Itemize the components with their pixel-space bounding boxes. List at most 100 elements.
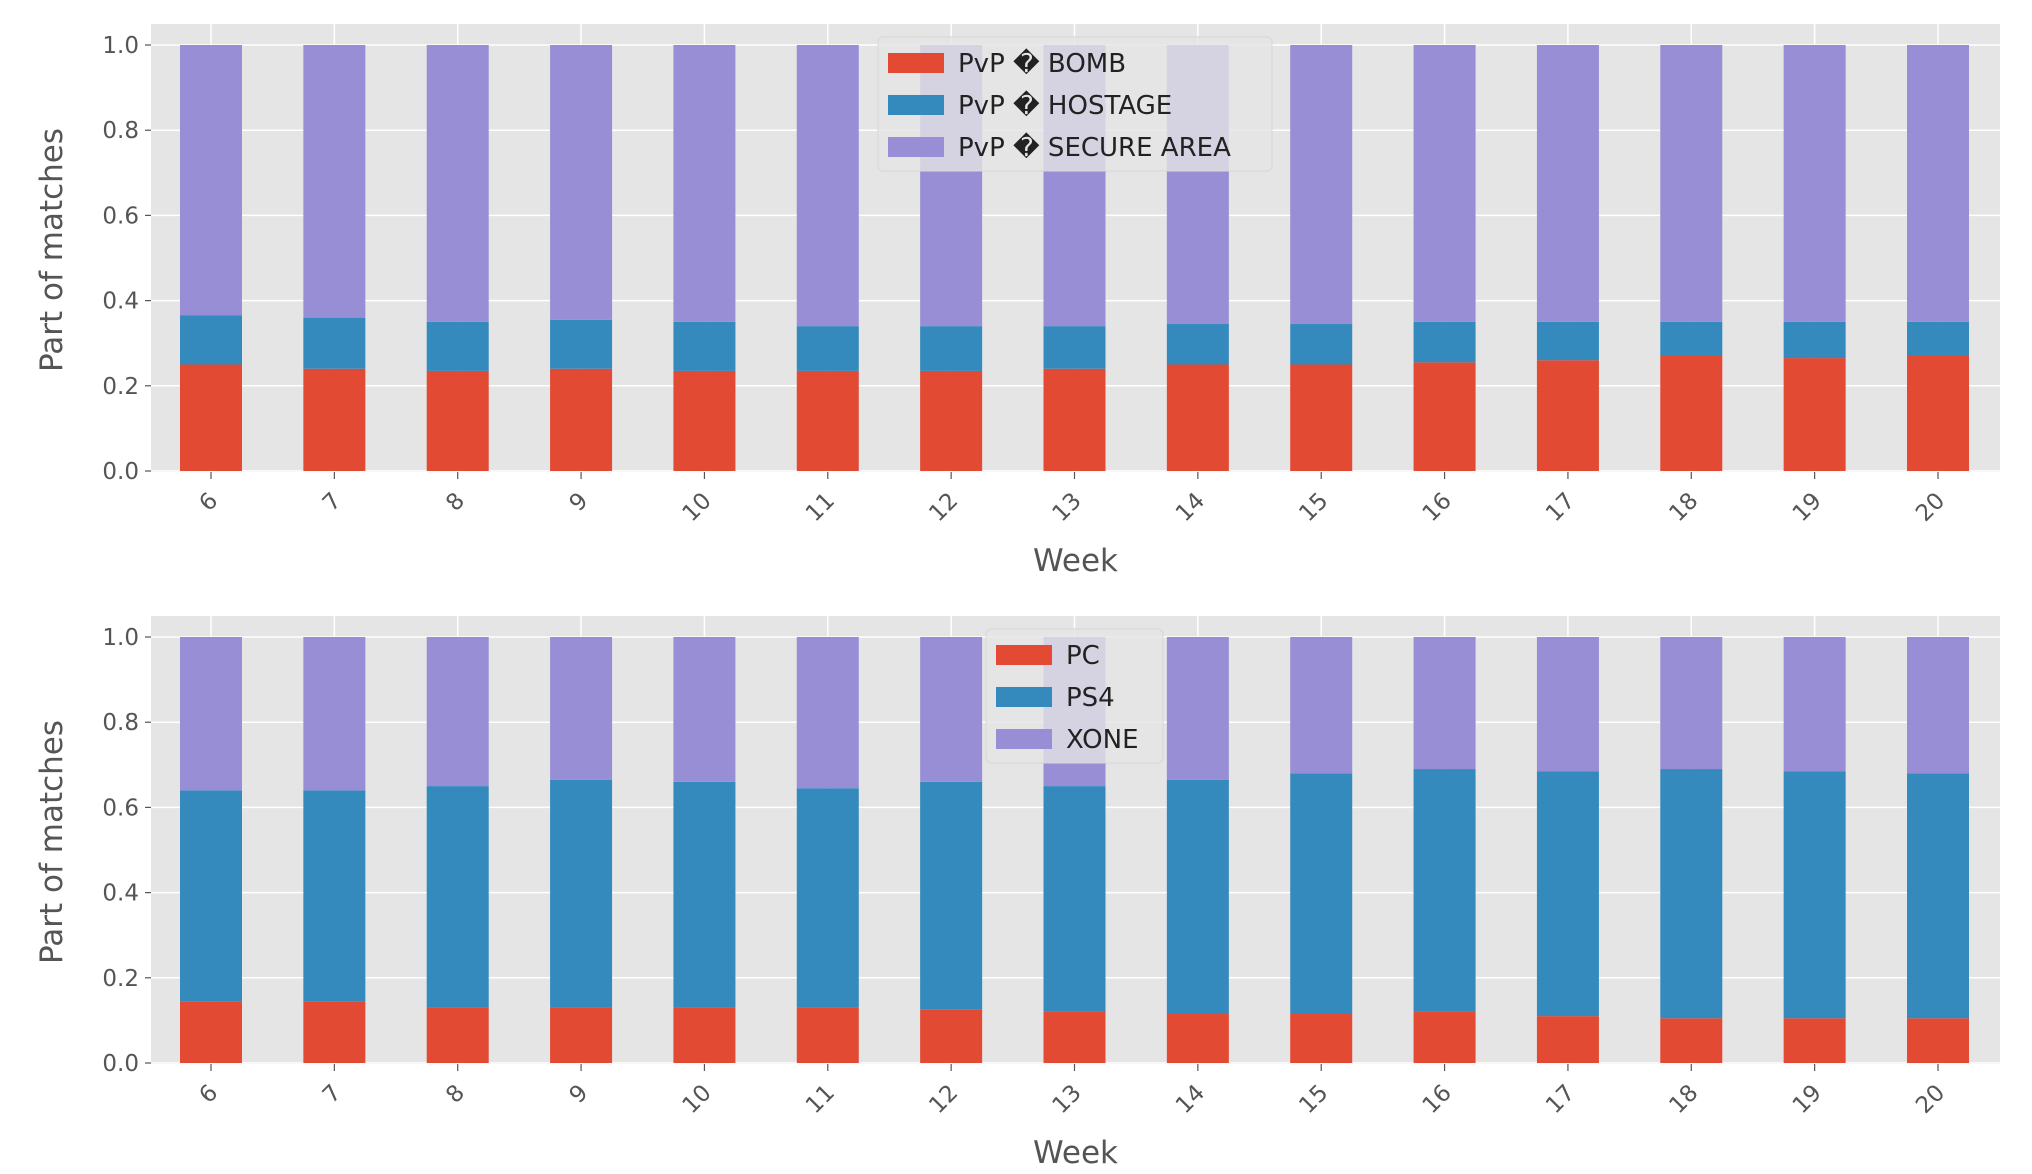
bar-segment-1: [1413, 1011, 1476, 1063]
bar-segment-3: [1660, 637, 1723, 770]
x-tick-label: 6: [195, 488, 224, 517]
x-tick-label: 18: [1664, 1080, 1703, 1119]
bar-segment-2: [673, 321, 736, 371]
bar-segment-1: [1166, 364, 1229, 471]
y-tick-label: 0.0: [102, 1051, 139, 1077]
x-tick-label: 7: [318, 1080, 347, 1109]
bar-segment-1: [1660, 355, 1723, 471]
legend-swatch: [888, 137, 944, 157]
x-tick-label: 6: [195, 1080, 224, 1109]
bar-segment-1: [1290, 1014, 1353, 1063]
x-tick-label: 10: [678, 488, 717, 527]
bar-segment-2: [303, 317, 366, 369]
bar-segment-3: [673, 637, 736, 782]
bar-segment-1: [180, 364, 242, 471]
bar-segment-1: [796, 370, 859, 471]
bar-segment-3: [796, 45, 859, 327]
bar-segment-3: [1783, 637, 1846, 772]
y-tick-label: 0.8: [102, 118, 139, 144]
bar-segment-1: [1907, 1018, 1969, 1063]
x-tick-label: 11: [801, 488, 840, 527]
x-tick-label: 12: [924, 488, 963, 527]
bar-segment-1: [920, 1009, 983, 1063]
bar-segment-1: [1166, 1014, 1229, 1063]
y-tick-label: 0.8: [102, 710, 139, 736]
bar-segment-1: [550, 368, 613, 471]
x-tick-label: 15: [1294, 488, 1333, 527]
bar-segment-1: [1043, 368, 1106, 471]
bar-segment-3: [1783, 45, 1846, 322]
bar-segment-1: [1783, 358, 1846, 471]
bar-segment-3: [303, 45, 366, 318]
legend-swatch: [996, 687, 1052, 707]
bar-segment-3: [303, 637, 366, 791]
bar-segment-3: [920, 637, 983, 782]
bar-segment-1: [1536, 1016, 1599, 1063]
bar-segment-3: [180, 45, 242, 316]
bar-segment-1: [1413, 362, 1476, 471]
bar-segment-2: [1660, 321, 1723, 356]
bar-segment-3: [1660, 45, 1723, 322]
bar-segment-3: [550, 45, 613, 320]
bar-segment-1: [303, 1001, 366, 1063]
x-tick-label: 9: [565, 1080, 594, 1109]
x-tick-label: 16: [1418, 1080, 1457, 1119]
bar-segment-3: [1413, 637, 1476, 770]
x-tick-label: 19: [1788, 1080, 1827, 1119]
bar-segment-1: [180, 1001, 242, 1063]
bar-segment-2: [1783, 771, 1846, 1019]
bar-segment-2: [180, 315, 242, 365]
y-tick-label: 0.4: [102, 289, 139, 315]
x-tick-label: 18: [1664, 488, 1703, 527]
bar-segment-2: [426, 786, 489, 1008]
bar-segment-2: [1166, 324, 1229, 365]
x-axis-label: Week: [1033, 1135, 1118, 1171]
bar-segment-1: [426, 370, 489, 471]
y-tick-label: 0.0: [102, 459, 139, 485]
legend: PC PS4 XONE: [985, 628, 1164, 764]
legend-label: PC: [1066, 641, 1100, 671]
bar-segment-2: [1783, 321, 1846, 359]
bar-segment-1: [673, 370, 736, 471]
y-tick-label: 0.6: [102, 203, 139, 229]
subplot-2: 0.0 0.2 0.4 0.6 0.8 1.0 6 7 8 9 10 11 12 13 14 15 16 17 18…: [34, 616, 2000, 1171]
legend-label: PS4: [1066, 683, 1115, 713]
bar-segment-2: [1660, 769, 1723, 1019]
legend-label: PvP � SECURE AREA: [958, 132, 1231, 163]
bar-segment-3: [1907, 637, 1969, 774]
bar-segment-2: [920, 781, 983, 1010]
legend: PvP � BOMB PvP � HOSTAGE PvP � SECURE AREA: [877, 36, 1273, 172]
y-tick-label: 0.2: [102, 966, 139, 992]
x-tick-label: 8: [441, 488, 470, 517]
bar-segment-2: [1907, 773, 1969, 1019]
legend-swatch: [888, 53, 944, 73]
bar-segment-2: [550, 779, 613, 1008]
x-tick-label: 17: [1541, 488, 1580, 527]
bar-segment-2: [1536, 321, 1599, 361]
x-tick-label: 13: [1048, 1080, 1087, 1119]
x-tick-label: 8: [441, 1080, 470, 1109]
bar-segment-1: [1290, 364, 1353, 471]
bar-segment-3: [1907, 45, 1969, 322]
bar-segment-2: [426, 321, 489, 371]
bar-segment-1: [426, 1007, 489, 1063]
bar-segment-2: [1166, 779, 1229, 1015]
bar-segment-1: [550, 1007, 613, 1063]
bar-segment-3: [1536, 637, 1599, 772]
x-tick-label: 11: [801, 1080, 840, 1119]
bar-segment-3: [1536, 45, 1599, 322]
y-axis-label: Part of matches: [34, 720, 70, 964]
bar-segment-1: [303, 368, 366, 471]
bar-segment-1: [1660, 1018, 1723, 1063]
x-axis-label: Week: [1033, 543, 1118, 579]
bar-segment-2: [1043, 786, 1106, 1012]
legend-label: PvP � HOSTAGE: [958, 90, 1172, 121]
bar-segment-2: [1413, 321, 1476, 363]
x-tick-label: 9: [565, 488, 594, 517]
x-tick-label: 12: [924, 1080, 963, 1119]
x-tick-label: 7: [318, 488, 347, 517]
x-tick-label: 14: [1171, 1080, 1210, 1119]
legend-label: PvP � BOMB: [958, 48, 1126, 79]
x-tick-label: 20: [1911, 488, 1950, 527]
